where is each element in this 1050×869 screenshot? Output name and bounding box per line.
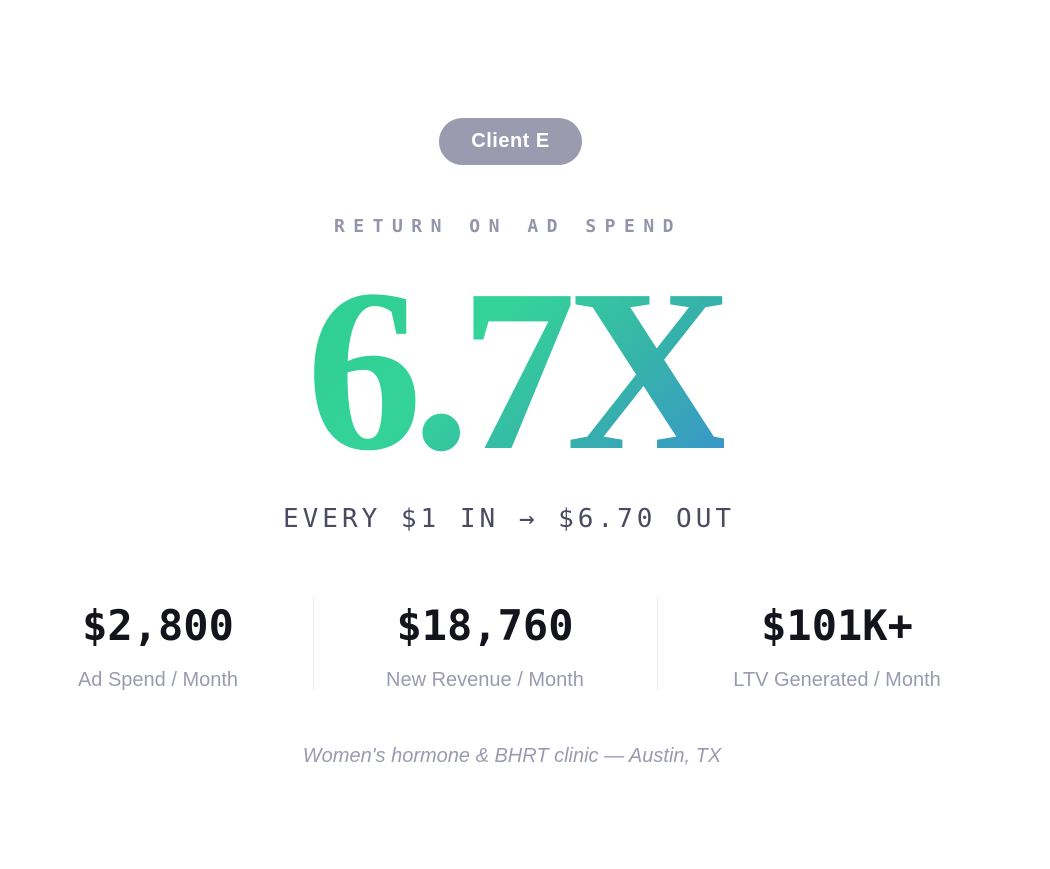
stat-ltv: $101K+ LTV Generated / Month xyxy=(697,598,977,692)
divider xyxy=(657,597,658,690)
divider xyxy=(313,597,314,690)
eyebrow-label: RETURN ON AD SPEND xyxy=(333,216,683,237)
stat-label: Ad Spend / Month xyxy=(77,669,239,691)
client-description: Women's hormone & BHRT clinic — Austin, … xyxy=(302,745,722,767)
stat-label: New Revenue / Month xyxy=(386,669,584,691)
roas-headline: 6.7X xyxy=(0,242,1030,499)
stat-label: LTV Generated / Month xyxy=(733,669,941,691)
stat-new-revenue: $18,760 New Revenue / Month xyxy=(345,598,625,692)
client-badge: Client E xyxy=(439,118,582,165)
stat-value: $18,760 xyxy=(396,601,574,650)
stat-ad-spend: $2,800 Ad Spend / Month xyxy=(38,598,278,692)
stat-value: $101K+ xyxy=(761,601,913,650)
stat-value: $2,800 xyxy=(82,601,234,650)
roas-subline: EVERY $1 IN → $6.70 OUT xyxy=(282,504,736,534)
roas-value: 6.7X xyxy=(306,242,734,499)
